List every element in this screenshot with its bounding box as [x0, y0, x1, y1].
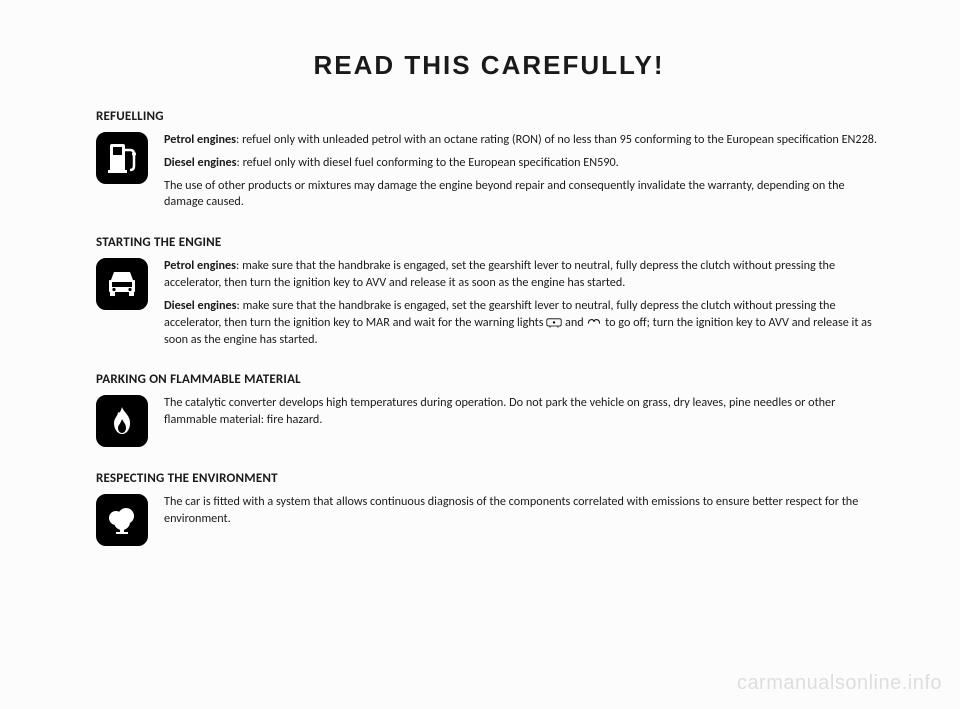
section-refuelling: REFUELLING Petrol engines: refuel only w… [96, 109, 882, 211]
heading-environment: RESPECTING THE ENVIRONMENT [96, 471, 882, 486]
heading-starting: STARTING THE ENGINE [96, 235, 882, 250]
watermark: carmanualsonline.info [737, 672, 942, 695]
environment-text: The car is fitted with a system that all… [164, 494, 882, 528]
heading-parking: PARKING ON FLAMMABLE MATERIAL [96, 372, 882, 387]
refuelling-diesel: Diesel engines: refuel only with diesel … [164, 155, 882, 172]
starting-diesel: Diesel engines: make sure that the handb… [164, 298, 882, 348]
row-parking: The catalytic converter develops high te… [96, 395, 882, 447]
refuelling-petrol: Petrol engines: refuel only with unleade… [164, 132, 882, 149]
heading-refuelling: REFUELLING [96, 109, 882, 124]
warning-light-2-icon [586, 316, 602, 328]
section-environment: RESPECTING THE ENVIRONMENT The car is fi… [96, 471, 882, 546]
fuel-pump-icon [96, 132, 148, 184]
section-starting: STARTING THE ENGINE Petrol engines: make… [96, 235, 882, 348]
section-parking: PARKING ON FLAMMABLE MATERIAL The cataly… [96, 372, 882, 447]
page-title: READ THIS CAREFULLY! [96, 50, 882, 81]
tree-icon [96, 494, 148, 546]
body-refuelling: Petrol engines: refuel only with unleade… [164, 132, 882, 211]
car-front-icon [96, 258, 148, 310]
fire-icon [96, 395, 148, 447]
refuelling-warranty: The use of other products or mixtures ma… [164, 178, 882, 212]
body-environment: The car is fitted with a system that all… [164, 494, 882, 528]
body-parking: The catalytic converter develops high te… [164, 395, 882, 429]
page: READ THIS CAREFULLY! REFUELLING Petrol e… [0, 0, 960, 709]
body-starting: Petrol engines: make sure that the handb… [164, 258, 882, 348]
row-refuelling: Petrol engines: refuel only with unleade… [96, 132, 882, 211]
row-starting: Petrol engines: make sure that the handb… [96, 258, 882, 348]
starting-petrol: Petrol engines: make sure that the handb… [164, 258, 882, 292]
row-environment: The car is fitted with a system that all… [96, 494, 882, 546]
parking-text: The catalytic converter develops high te… [164, 395, 882, 429]
warning-light-1-icon [546, 316, 562, 328]
